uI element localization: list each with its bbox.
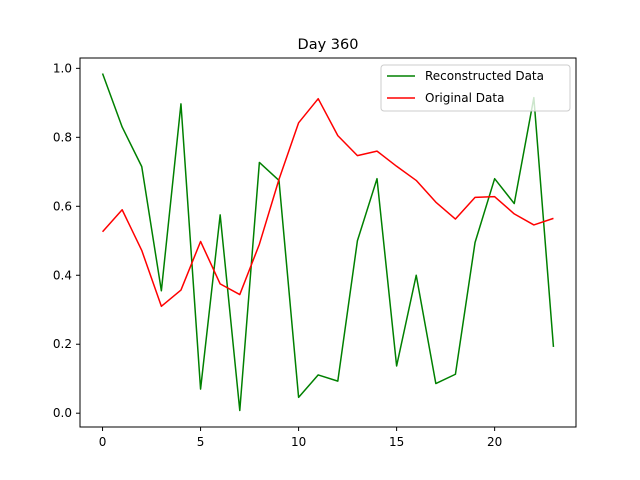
legend-label-1: Original Data <box>425 91 504 105</box>
x-tick-label: 15 <box>389 435 404 449</box>
x-tick-label: 10 <box>291 435 306 449</box>
x-tick-label: 0 <box>99 435 107 449</box>
plot-frame <box>79 57 577 428</box>
legend-label-0: Reconstructed Data <box>425 69 544 83</box>
x-axis: 0 5 10 15 20 <box>99 427 502 449</box>
plot-area <box>101 73 555 412</box>
series-line-1 <box>101 97 554 308</box>
chart-title: Day 360 <box>298 37 359 53</box>
series-line-0 <box>101 73 555 412</box>
x-tick-label: 5 <box>197 435 205 449</box>
y-tick-label: 0.4 <box>53 268 72 282</box>
x-tick-label: 20 <box>487 435 502 449</box>
y-tick-label: 0.6 <box>53 199 72 213</box>
y-tick-label: 0.0 <box>53 406 72 420</box>
legend: Reconstructed Data Original Data <box>380 64 571 112</box>
y-tick-label: 0.8 <box>53 130 72 144</box>
legend-box <box>380 64 571 112</box>
y-axis: 0.0 0.2 0.4 0.6 0.8 1.0 <box>53 61 80 420</box>
y-tick-label: 1.0 <box>53 61 72 75</box>
y-tick-label: 0.2 <box>53 337 72 351</box>
